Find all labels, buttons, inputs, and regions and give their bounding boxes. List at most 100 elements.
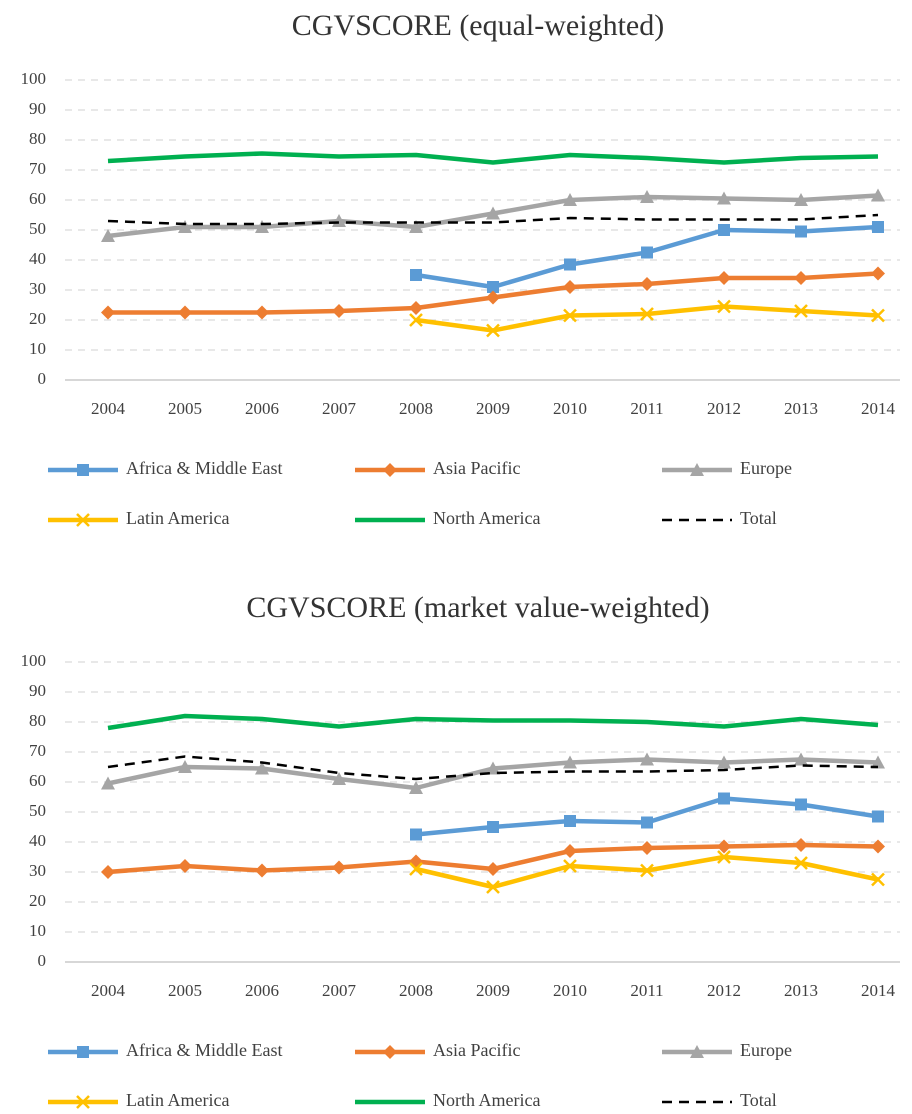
x-tick-label: 2004	[91, 399, 126, 418]
y-tick-label: 90	[29, 99, 46, 118]
legend-label: Europe	[740, 458, 792, 478]
x-tick-label: 2005	[168, 981, 202, 1000]
point-marker	[640, 752, 654, 766]
legend-label: North America	[433, 1090, 540, 1110]
x-tick-label: 2014	[861, 399, 896, 418]
legend-marker	[76, 1095, 90, 1109]
legend-label: Latin America	[126, 1090, 229, 1110]
point-marker	[255, 863, 269, 878]
point-marker	[718, 224, 730, 236]
x-tick-label: 2010	[553, 981, 587, 1000]
point-marker	[640, 277, 654, 291]
x-tick-label: 2009	[476, 399, 510, 418]
point-marker	[717, 755, 731, 769]
point-marker	[255, 761, 269, 775]
point-marker	[871, 266, 885, 281]
x-tick-label: 2006	[245, 981, 279, 1000]
x-tick-label: 2012	[707, 399, 741, 418]
point-marker	[563, 859, 577, 873]
x-tick-label: 2013	[784, 399, 818, 418]
point-marker	[410, 828, 422, 841]
x-tick-label: 2010	[553, 399, 587, 418]
point-marker	[486, 323, 500, 338]
legend-marker	[690, 463, 704, 476]
point-marker	[563, 280, 577, 294]
x-tick-label: 2012	[707, 981, 741, 1000]
legend-marker	[383, 463, 397, 477]
y-tick-label: 30	[29, 861, 46, 880]
legend-label: Africa & Middle East	[126, 1040, 282, 1060]
point-marker	[640, 863, 654, 878]
chart-title: CGVSCORE (market value-weighted)	[246, 591, 709, 624]
point-marker	[794, 838, 808, 852]
point-marker	[101, 229, 115, 242]
point-marker	[409, 220, 423, 233]
point-marker	[563, 844, 577, 858]
x-tick-label: 2011	[630, 981, 663, 1000]
series-line	[107, 213, 879, 226]
point-marker	[178, 305, 192, 320]
point-marker	[641, 246, 653, 259]
legend-label: Asia Pacific	[433, 458, 520, 478]
y-tick-label: 30	[29, 279, 46, 298]
point-marker	[409, 301, 423, 315]
legend-label: Total	[740, 1090, 777, 1110]
point-marker	[871, 839, 885, 854]
point-marker	[640, 307, 654, 321]
point-marker	[255, 305, 269, 320]
point-marker	[718, 792, 730, 805]
point-marker	[717, 191, 731, 205]
x-tick-label: 2014	[861, 981, 896, 1000]
legend-label: Total	[740, 508, 777, 528]
y-tick-label: 10	[29, 339, 46, 358]
point-marker	[409, 781, 423, 794]
y-tick-label: 20	[29, 309, 46, 328]
x-tick-label: 2008	[399, 399, 433, 418]
legend-label: Europe	[740, 1040, 792, 1060]
point-marker	[794, 752, 808, 766]
x-tick-label: 2007	[322, 981, 357, 1000]
point-marker	[871, 755, 885, 769]
point-marker	[486, 862, 500, 876]
point-marker	[410, 269, 422, 281]
y-tick-label: 40	[29, 249, 46, 268]
point-marker	[794, 304, 808, 318]
point-marker	[487, 821, 499, 833]
y-tick-label: 100	[21, 69, 47, 88]
y-tick-label: 60	[29, 771, 46, 790]
point-marker	[409, 313, 423, 327]
y-tick-label: 0	[38, 951, 47, 970]
point-marker	[486, 761, 500, 775]
y-tick-label: 80	[29, 711, 46, 730]
legend-label: North America	[433, 508, 540, 528]
y-tick-label: 70	[29, 741, 46, 760]
point-marker	[717, 271, 731, 285]
chart-title: CGVSCORE (equal-weighted)	[292, 9, 664, 42]
point-marker	[564, 815, 576, 827]
point-marker	[409, 854, 423, 869]
point-marker	[794, 856, 808, 870]
x-tick-label: 2011	[630, 399, 663, 418]
point-marker	[178, 859, 192, 873]
point-marker	[178, 220, 192, 233]
series-line	[107, 151, 879, 165]
point-marker	[640, 841, 654, 855]
point-marker	[641, 816, 653, 829]
y-tick-label: 10	[29, 921, 46, 940]
x-tick-label: 2013	[784, 981, 818, 1000]
legend-label: Latin America	[126, 508, 229, 528]
point-marker	[409, 862, 423, 876]
y-tick-label: 100	[21, 651, 47, 670]
y-tick-label: 40	[29, 831, 46, 850]
point-marker	[101, 776, 115, 790]
point-marker	[717, 299, 731, 314]
point-marker	[101, 865, 115, 879]
point-marker	[486, 880, 500, 894]
y-tick-label: 20	[29, 891, 46, 910]
point-marker	[872, 221, 884, 233]
point-marker	[717, 839, 731, 854]
point-marker	[563, 755, 577, 769]
y-tick-label: 90	[29, 681, 46, 700]
point-marker	[486, 206, 500, 220]
